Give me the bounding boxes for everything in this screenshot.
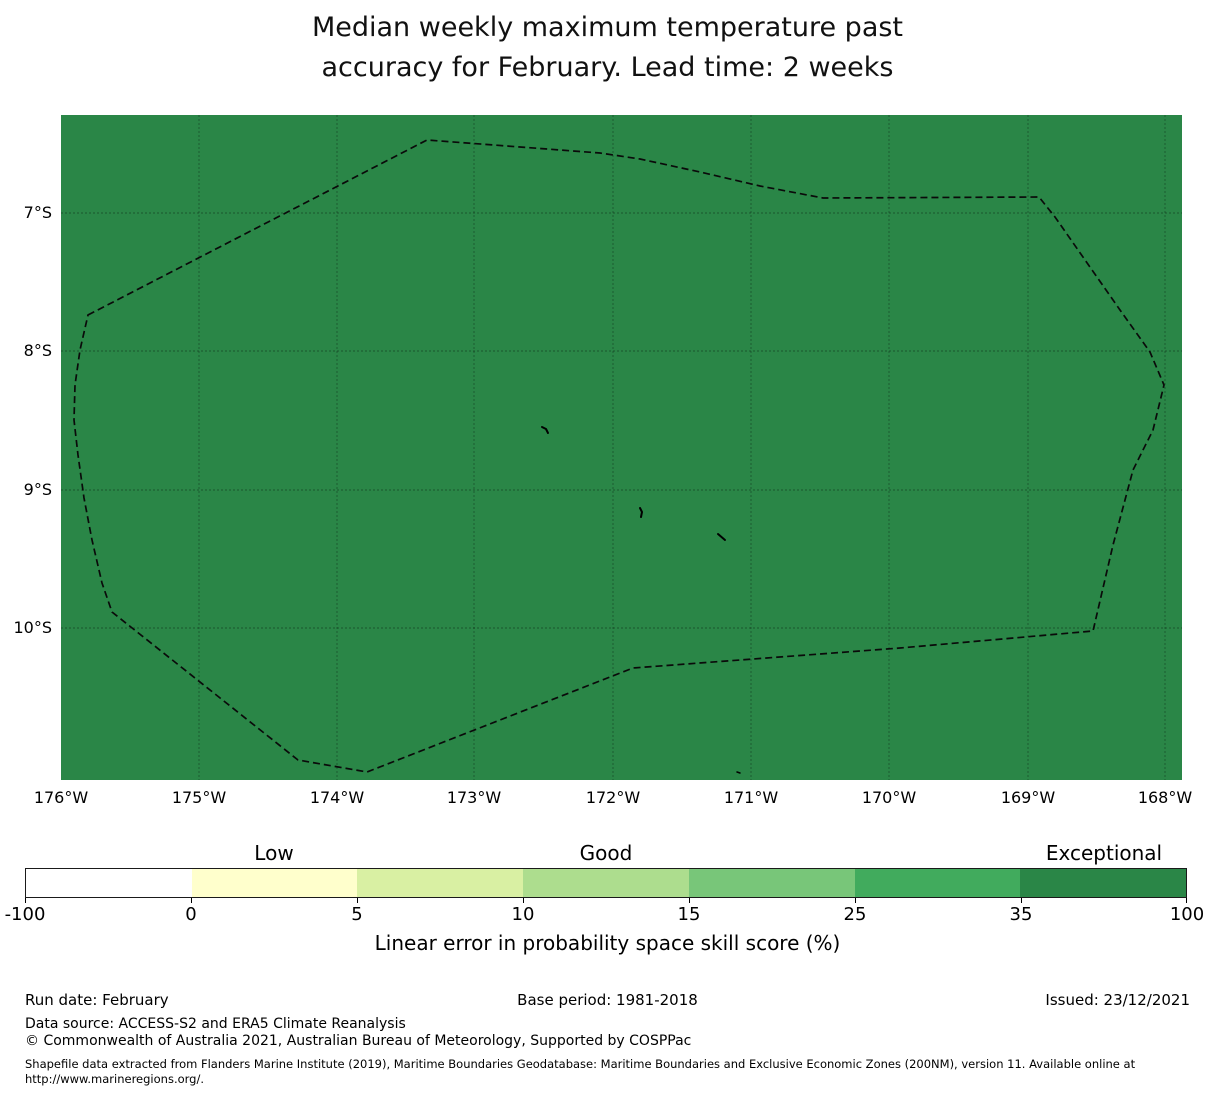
colorbar-tick-label: 25: [843, 904, 867, 925]
colorbar-tick-label: 5: [351, 904, 363, 925]
run-date-text: Run date: February: [25, 991, 169, 1009]
x-tick-label: 173°W: [446, 788, 502, 807]
colorbar-tick: [1021, 898, 1022, 903]
colorbar-category-good: Good: [579, 841, 633, 865]
map-gridlines: [61, 115, 1182, 780]
colorbar-tick-label: 15: [677, 904, 701, 925]
colorbar-tick: [689, 898, 690, 903]
x-tick-label: 170°W: [861, 788, 917, 807]
colorbar-tick-label: 35: [1009, 904, 1033, 925]
colorbar-tick-label: 10: [511, 904, 535, 925]
colorbar-category-low: Low: [254, 841, 294, 865]
x-tick-label: 176°W: [33, 788, 89, 807]
colorbar-axis-label: Linear error in probability space skill …: [374, 931, 841, 955]
shapefile-note-line-1: Shapefile data extracted from Flanders M…: [25, 1057, 1136, 1071]
eez-boundary-line: [73, 139, 1165, 773]
base-period-text: Base period: 1981-2018: [517, 991, 698, 1009]
colorbar-category-exceptional: Exceptional: [1045, 841, 1163, 865]
x-tick-label: 172°W: [585, 788, 641, 807]
colorbar-segment: [688, 869, 855, 897]
colorbar-segment: [26, 869, 192, 897]
colorbar-tick: [855, 898, 856, 903]
x-tick-label: 168°W: [1137, 788, 1193, 807]
colorbar-segment: [191, 869, 358, 897]
colorbar-tick-label: -100: [4, 904, 46, 925]
y-tick-label: 10°S: [13, 618, 52, 637]
chart-title-line-1: Median weekly maximum temperature past: [311, 12, 904, 43]
island-mark: [717, 533, 726, 541]
colorbar-tick: [523, 898, 524, 903]
x-tick-label: 169°W: [1000, 788, 1056, 807]
island-mark: [736, 771, 741, 774]
issued-date-text: Issued: 23/12/2021: [1045, 991, 1190, 1009]
colorbar-segment: [1020, 869, 1187, 897]
x-tick-label: 171°W: [723, 788, 779, 807]
colorbar-segment: [854, 869, 1021, 897]
map-overlay-svg: [61, 115, 1182, 780]
x-tick-label: 175°W: [171, 788, 227, 807]
y-tick-label: 8°S: [23, 341, 52, 360]
island-mark: [639, 507, 643, 518]
x-tick-label: 174°W: [309, 788, 365, 807]
colorbar-segment: [523, 869, 689, 897]
colorbar-tick-label: 0: [185, 904, 197, 925]
chart-title-line-2: accuracy for February. Lead time: 2 week…: [321, 52, 894, 83]
colorbar-tick: [191, 898, 192, 903]
colorbar-segment: [357, 869, 524, 897]
data-source-text: Data source: ACCESS-S2 and ERA5 Climate …: [25, 1016, 406, 1032]
colorbar-tick: [1186, 898, 1187, 903]
colorbar-tick-label: 100: [1169, 904, 1205, 925]
chart-title: Median weekly maximum temperature past a…: [0, 8, 1215, 88]
shapefile-note-line-2: http://www.marineregions.org/.: [25, 1072, 204, 1086]
y-tick-label: 7°S: [23, 203, 52, 222]
copyright-text: © Commonwealth of Australia 2021, Austra…: [25, 1033, 692, 1049]
colorbar-tick: [357, 898, 358, 903]
colorbar-tick: [25, 898, 26, 903]
island-mark: [541, 426, 549, 434]
island-marks: [541, 426, 741, 774]
y-tick-label: 9°S: [23, 480, 52, 499]
map-plot-area: [61, 115, 1182, 780]
colorbar: [25, 868, 1187, 898]
